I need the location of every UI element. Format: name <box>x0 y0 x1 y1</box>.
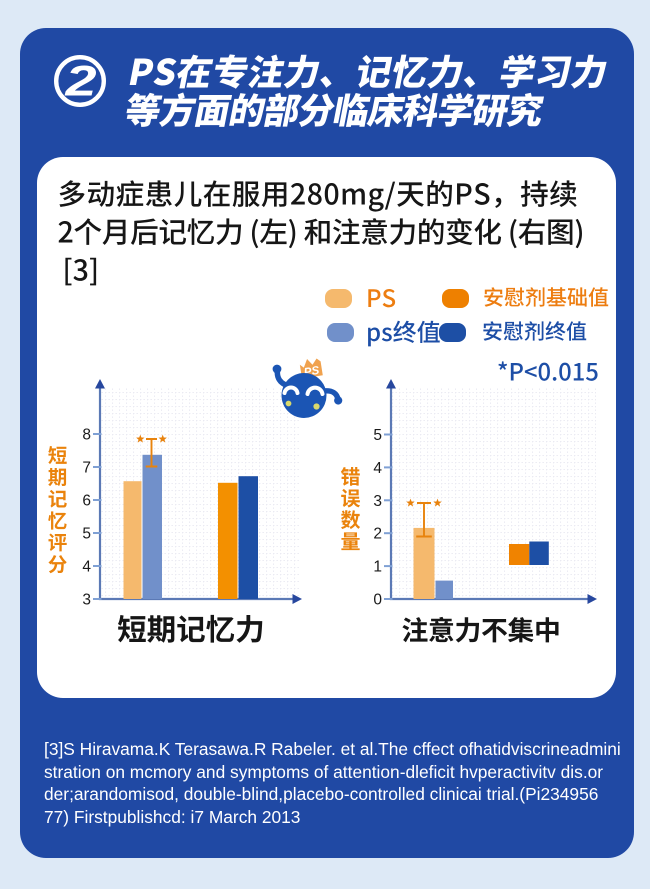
svg-text:3: 3 <box>373 493 382 510</box>
svg-text:7: 7 <box>82 460 91 477</box>
svg-text:4: 4 <box>373 460 382 477</box>
svg-text:2: 2 <box>64 57 97 105</box>
svg-text:5: 5 <box>373 427 382 444</box>
svg-text:6: 6 <box>82 493 91 510</box>
svg-text:2: 2 <box>373 526 382 543</box>
svg-text:8: 8 <box>82 427 91 444</box>
svg-text:1: 1 <box>373 559 382 576</box>
svg-text:3: 3 <box>82 592 91 609</box>
svg-text:5: 5 <box>82 526 91 543</box>
svg-text:0: 0 <box>373 592 382 609</box>
svg-text:4: 4 <box>82 559 91 576</box>
